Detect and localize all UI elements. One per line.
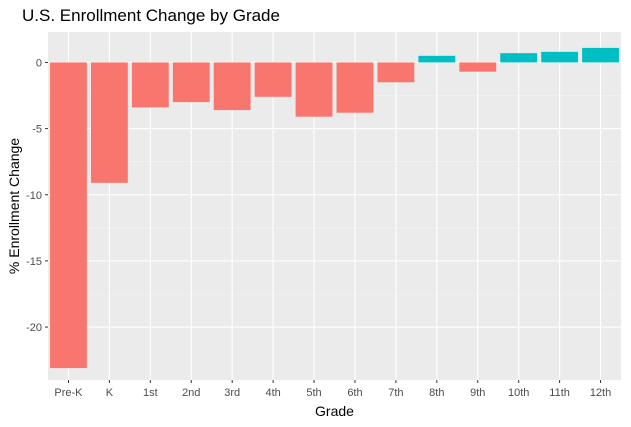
bar-9th: [459, 62, 497, 72]
x-tick-label: 9th: [470, 387, 485, 399]
x-tick-label: 10th: [508, 387, 529, 399]
bar-12th: [582, 47, 619, 63]
x-tick-label: 4th: [265, 387, 280, 399]
bar-1st: [131, 62, 169, 108]
x-axis-ticks: Pre-K K 1st 2nd 3rd 4th 5th 6th 7th 8th 9th 10th 11t…: [54, 380, 611, 399]
bar-8th: [418, 55, 456, 63]
bar-10th: [500, 53, 538, 63]
x-axis-title: Grade: [315, 403, 354, 419]
x-tick-label: 5th: [306, 387, 321, 399]
chart-title: U.S. Enrollment Change by Grade: [22, 6, 280, 25]
y-tick-label: -15: [26, 256, 42, 268]
y-tick-label: -20: [26, 322, 42, 334]
bar-5th: [295, 62, 333, 117]
y-axis-ticks: 0 -5 -10 -15 -20: [26, 57, 48, 334]
bar-k: [90, 62, 128, 183]
x-tick-label: 12th: [590, 387, 611, 399]
x-tick-label: 1st: [143, 387, 158, 399]
y-axis-title: % Enrollment Change: [6, 138, 22, 274]
bar-11th: [541, 51, 579, 63]
bar-7th: [377, 62, 415, 83]
x-tick-label: 7th: [388, 387, 403, 399]
y-tick-label: -10: [26, 190, 42, 202]
x-tick-label: 6th: [347, 387, 362, 399]
bar-2nd: [172, 62, 210, 103]
y-tick-label: 0: [36, 57, 42, 69]
x-tick-label: 3rd: [224, 387, 240, 399]
x-tick-label: K: [106, 387, 114, 399]
bar-pre-k: [50, 62, 87, 369]
x-tick-label: Pre-K: [54, 387, 83, 399]
x-tick-label: 11th: [549, 387, 570, 399]
bar-4th: [254, 62, 292, 97]
x-tick-label: 8th: [429, 387, 444, 399]
x-tick-label: 2nd: [182, 387, 200, 399]
y-tick-label: -5: [32, 124, 42, 136]
bar-3rd: [213, 62, 251, 111]
bars: [50, 47, 619, 369]
bar-6th: [336, 62, 374, 113]
